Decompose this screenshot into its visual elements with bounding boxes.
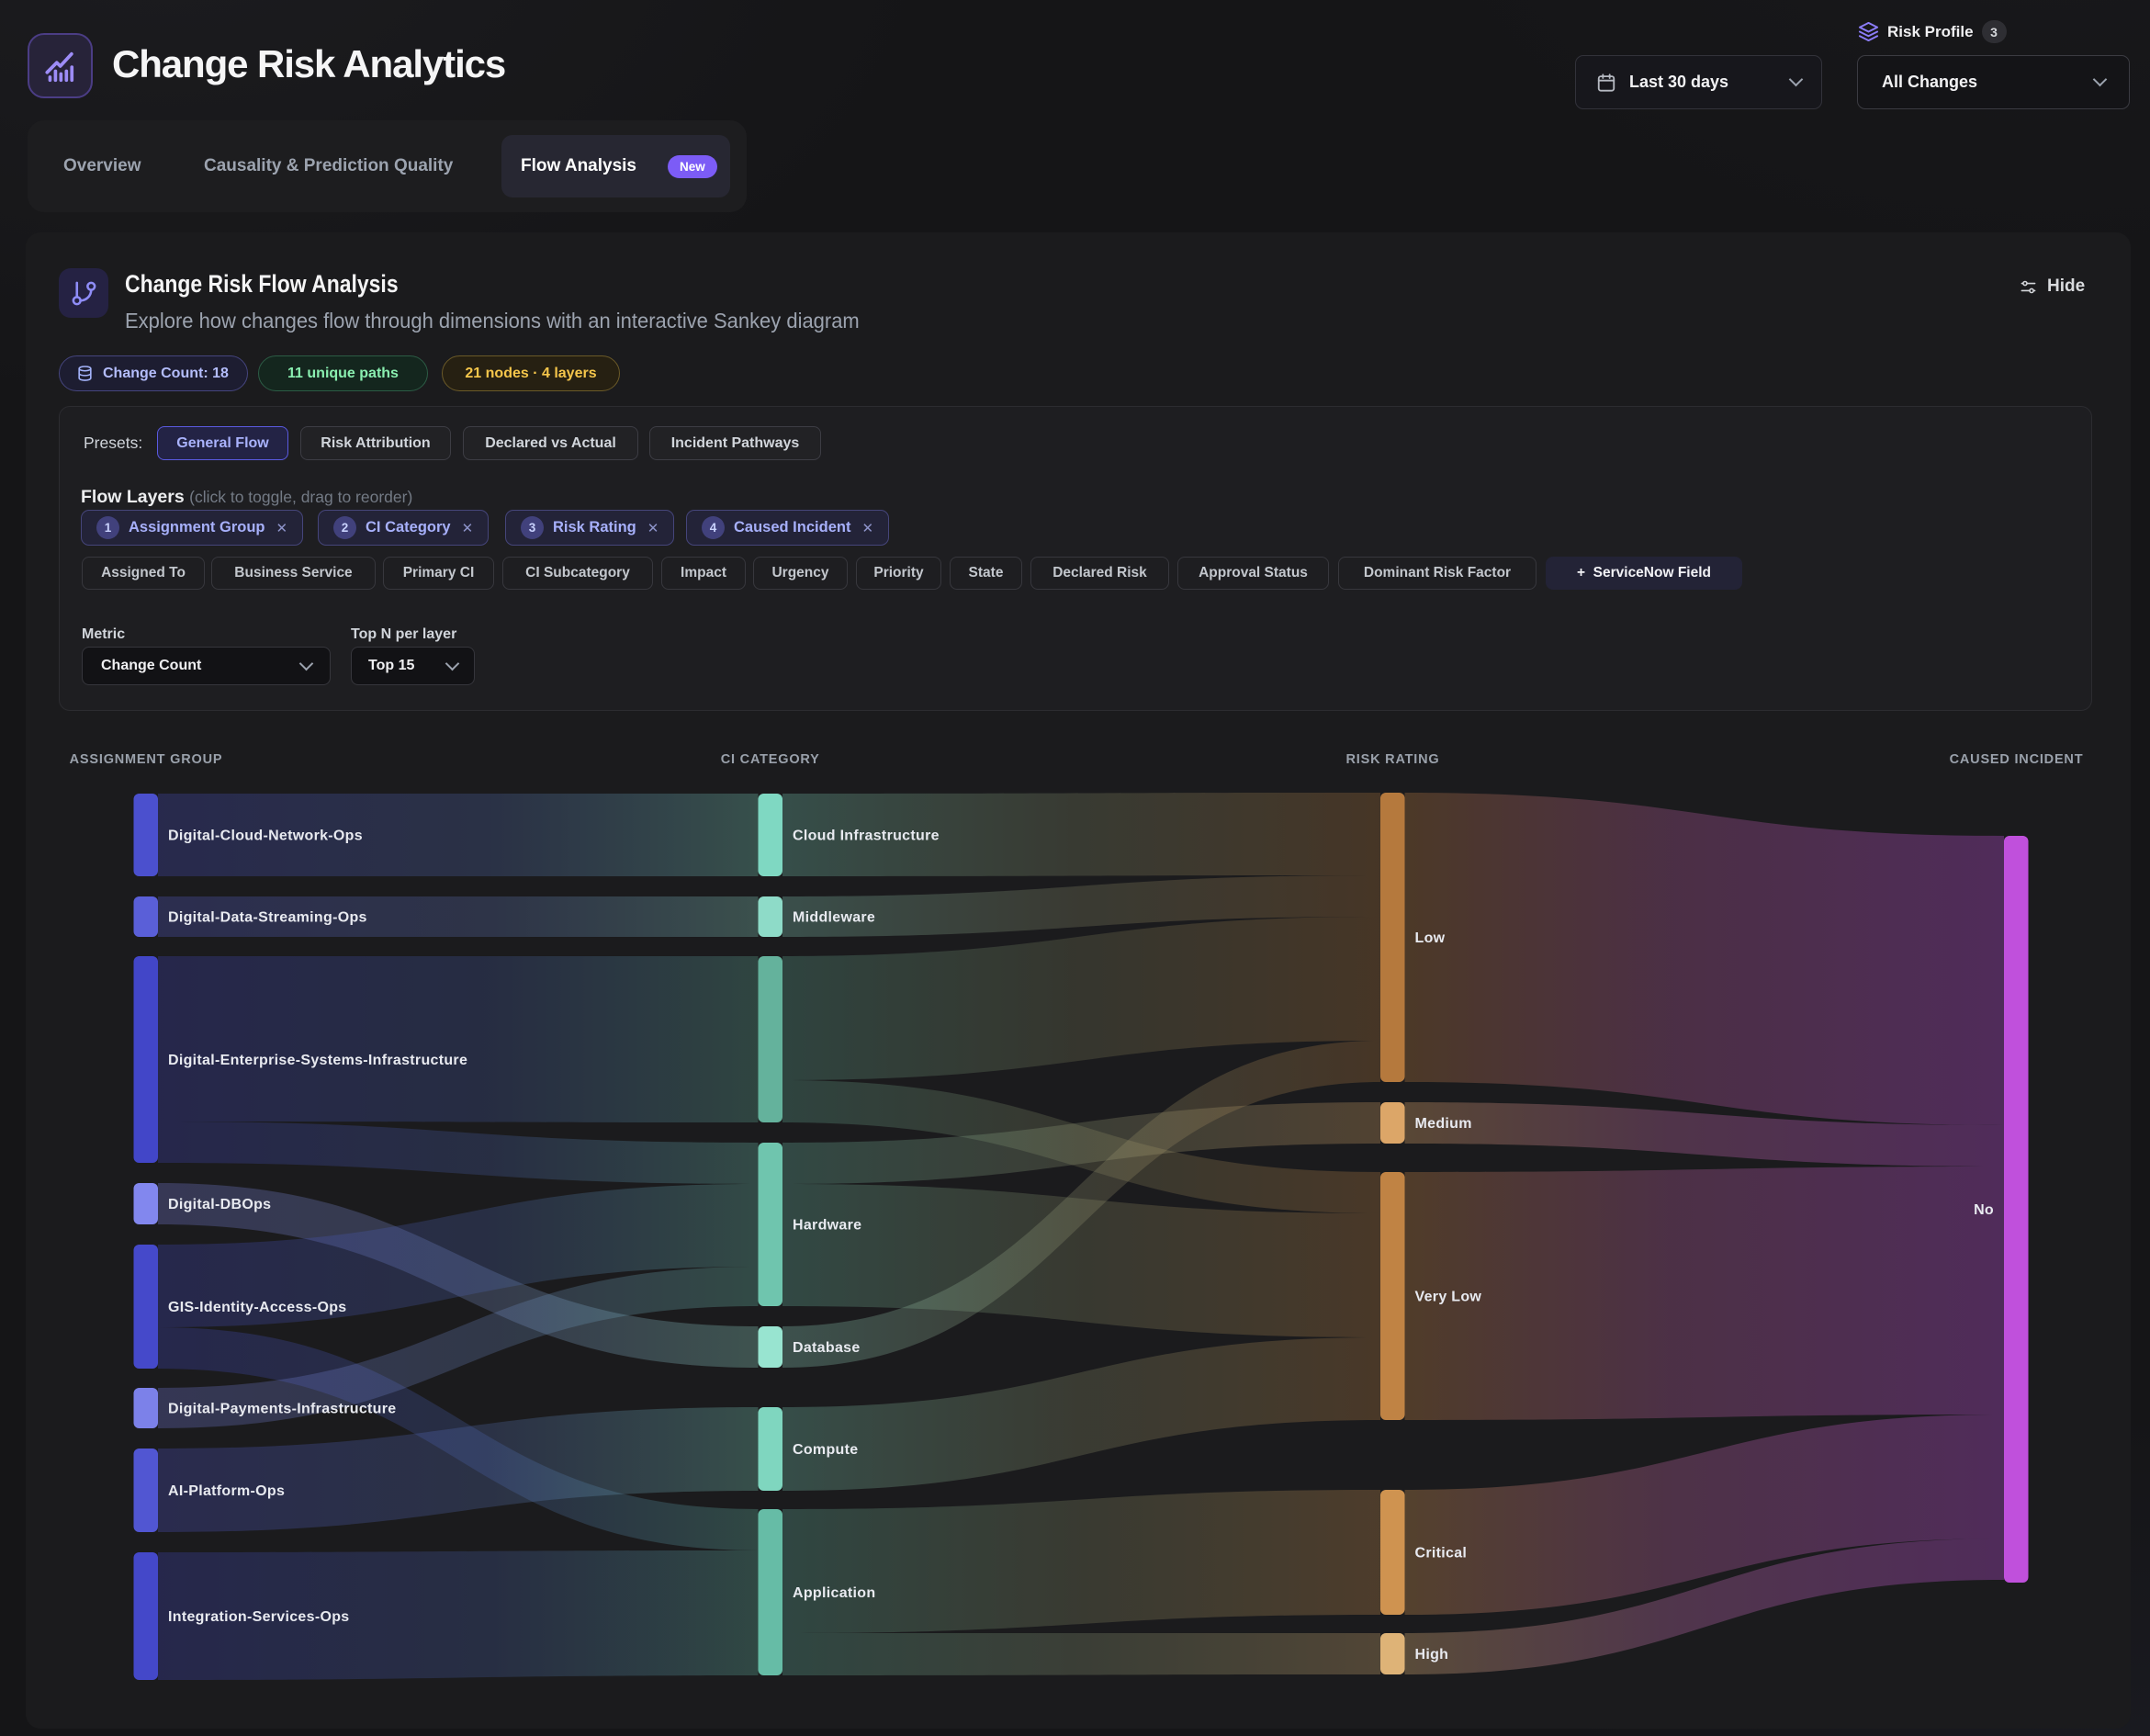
svg-text:Low: Low	[1415, 930, 1446, 946]
svg-text:Digital-DBOps: Digital-DBOps	[168, 1197, 271, 1212]
svg-text:Integration-Services-Ops: Integration-Services-Ops	[168, 1609, 349, 1625]
svg-text:Very Low: Very Low	[1415, 1290, 1482, 1305]
svg-text:Medium: Medium	[1415, 1116, 1472, 1132]
svg-text:CI CATEGORY: CI CATEGORY	[721, 752, 820, 767]
svg-text:Database: Database	[793, 1340, 861, 1356]
svg-text:Middleware: Middleware	[793, 910, 875, 926]
svg-text:CAUSED INCIDENT: CAUSED INCIDENT	[1950, 752, 2084, 767]
svg-text:Digital-Cloud-Network-Ops: Digital-Cloud-Network-Ops	[168, 829, 363, 844]
svg-text:Compute: Compute	[793, 1442, 858, 1458]
svg-text:Hardware: Hardware	[793, 1218, 861, 1234]
svg-text:Digital-Payments-Infrastructur: Digital-Payments-Infrastructure	[168, 1402, 396, 1417]
svg-text:AI-Platform-Ops: AI-Platform-Ops	[168, 1483, 285, 1499]
svg-text:Critical: Critical	[1415, 1546, 1468, 1561]
svg-text:No: No	[1974, 1202, 1994, 1218]
svg-text:Cloud Infrastructure: Cloud Infrastructure	[793, 829, 940, 844]
svg-text:ASSIGNMENT GROUP: ASSIGNMENT GROUP	[70, 752, 223, 767]
svg-text:GIS-Identity-Access-Ops: GIS-Identity-Access-Ops	[168, 1300, 347, 1315]
svg-text:Digital-Data-Streaming-Ops: Digital-Data-Streaming-Ops	[168, 910, 367, 926]
svg-text:RISK RATING: RISK RATING	[1346, 752, 1440, 767]
svg-text:Application: Application	[793, 1585, 875, 1601]
svg-text:High: High	[1415, 1647, 1449, 1663]
svg-text:Digital-Enterprise-Systems-Inf: Digital-Enterprise-Systems-Infrastructur…	[168, 1053, 467, 1068]
